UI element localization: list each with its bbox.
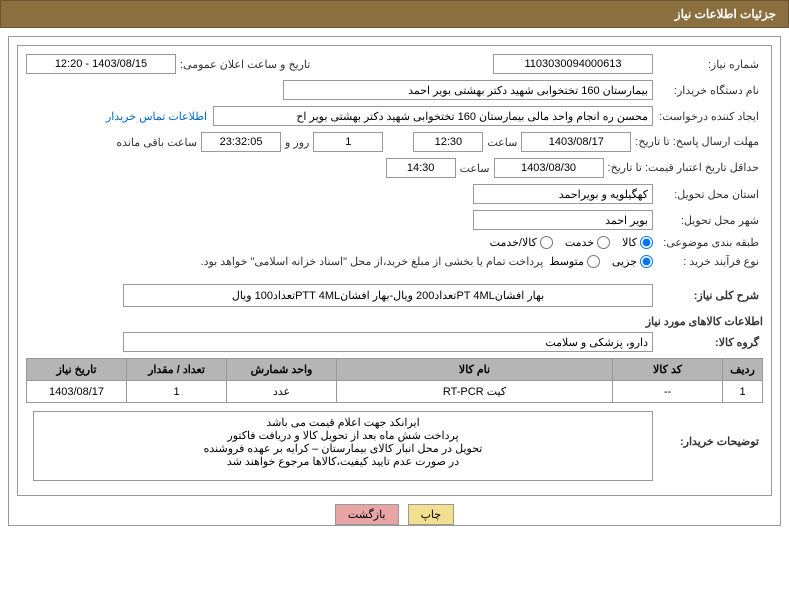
page-title: جزئیات اطلاعات نیاز bbox=[675, 7, 776, 21]
section-goods-info: اطلاعات کالاهای مورد نیاز bbox=[26, 315, 763, 328]
row-requester: ایجاد کننده درخواست: اطلاعات تماس خریدار bbox=[26, 106, 763, 126]
th-4: تعداد / مقدار bbox=[127, 359, 227, 381]
th-5: تاریخ نیاز bbox=[27, 359, 127, 381]
label-deadline-time: ساعت bbox=[483, 136, 521, 149]
print-button[interactable]: چاپ bbox=[408, 504, 455, 525]
label-category: طبقه بندی موضوعی: bbox=[653, 236, 763, 249]
td-0-2: کیت RT-PCR bbox=[337, 381, 613, 403]
input-need-number[interactable] bbox=[493, 54, 653, 74]
label-province: استان محل تحویل: bbox=[653, 188, 763, 201]
input-deadline-days[interactable] bbox=[313, 132, 383, 152]
th-2: نام کالا bbox=[337, 359, 613, 381]
input-deadline-date[interactable] bbox=[521, 132, 631, 152]
label-overall-desc: شرح کلی نیاز: bbox=[653, 289, 763, 302]
row-goods-group: گروه کالا: bbox=[26, 332, 763, 352]
textarea-buyer-notes[interactable]: ایرانکد جهت اعلام قیمت می باشد پرداخت شش… bbox=[33, 411, 653, 481]
label-city: شهر محل تحویل: bbox=[653, 214, 763, 227]
radio-cat-0[interactable]: کالا bbox=[622, 236, 653, 249]
td-0-3: عدد bbox=[227, 381, 337, 403]
label-remaining: ساعت باقی مانده bbox=[112, 136, 201, 149]
table-row: 1 -- کیت RT-PCR عدد 1 1403/08/17 bbox=[27, 381, 763, 403]
button-row: چاپ بازگشت bbox=[9, 504, 780, 525]
row-province: استان محل تحویل: bbox=[26, 184, 763, 204]
row-process: نوع فرآیند خرید : جزیی متوسط پرداخت تمام… bbox=[26, 255, 763, 268]
input-remaining-time[interactable] bbox=[201, 132, 281, 152]
input-validity-time[interactable] bbox=[386, 158, 456, 178]
label-goods-group: گروه کالا: bbox=[653, 336, 763, 349]
input-requester[interactable] bbox=[213, 106, 653, 126]
row-city: شهر محل تحویل: bbox=[26, 210, 763, 230]
table-header-row: ردیف کد کالا نام کالا واحد شمارش تعداد /… bbox=[27, 359, 763, 381]
radio-cat-1[interactable]: خدمت bbox=[565, 236, 610, 249]
td-0-0: 1 bbox=[723, 381, 763, 403]
row-buyer-org: نام دستگاه خریدار: bbox=[26, 80, 763, 100]
td-0-4: 1 bbox=[127, 381, 227, 403]
row-validity: حداقل تاریخ اعتبار قیمت: تا تاریخ: ساعت bbox=[26, 158, 763, 178]
back-button[interactable]: بازگشت bbox=[335, 504, 399, 525]
input-announce-dt[interactable] bbox=[26, 54, 176, 74]
row-category: طبقه بندی موضوعی: کالا خدمت کالا/خدمت bbox=[26, 236, 763, 249]
goods-table: ردیف کد کالا نام کالا واحد شمارش تعداد /… bbox=[26, 358, 763, 403]
outer-panel: شماره نیاز: تاریخ و ساعت اعلان عمومی: نا… bbox=[8, 36, 781, 526]
form-panel: شماره نیاز: تاریخ و ساعت اعلان عمومی: نا… bbox=[17, 45, 772, 496]
label-requester: ایجاد کننده درخواست: bbox=[653, 110, 763, 123]
radio-group-process: جزیی متوسط bbox=[549, 255, 653, 268]
input-goods-group[interactable] bbox=[123, 332, 653, 352]
row-buyer-notes: توضیحات خریدار: ایرانکد جهت اعلام قیمت م… bbox=[26, 411, 763, 481]
label-validity: حداقل تاریخ اعتبار قیمت: تا تاریخ: bbox=[604, 161, 763, 175]
th-1: کد کالا bbox=[613, 359, 723, 381]
process-note: پرداخت تمام یا بخشی از مبلغ خرید،از محل … bbox=[201, 255, 550, 268]
label-buyer-org: نام دستگاه خریدار: bbox=[653, 84, 763, 97]
label-deadline: مهلت ارسال پاسخ: تا تاریخ: bbox=[631, 135, 763, 149]
input-validity-date[interactable] bbox=[494, 158, 604, 178]
radio-proc-0[interactable]: جزیی bbox=[612, 255, 653, 268]
page-title-bar: جزئیات اطلاعات نیاز bbox=[0, 0, 789, 28]
label-announce-dt: تاریخ و ساعت اعلان عمومی: bbox=[176, 58, 314, 71]
radio-cat-2[interactable]: کالا/خدمت bbox=[490, 236, 553, 249]
label-buyer-notes: توضیحات خریدار: bbox=[653, 411, 763, 448]
td-0-5: 1403/08/17 bbox=[27, 381, 127, 403]
row-need-number: شماره نیاز: تاریخ و ساعت اعلان عمومی: bbox=[26, 54, 763, 74]
input-province[interactable] bbox=[473, 184, 653, 204]
row-overall-desc: شرح کلی نیاز: بهار افشانPT 4MLتعداد200 و… bbox=[26, 284, 763, 307]
link-buyer-contact[interactable]: اطلاعات تماس خریدار bbox=[100, 110, 213, 123]
textarea-overall-desc[interactable]: بهار افشانPT 4MLتعداد200 ویال-بهار افشان… bbox=[123, 284, 653, 307]
input-buyer-org[interactable] bbox=[283, 80, 653, 100]
label-process: نوع فرآیند خرید : bbox=[653, 255, 763, 268]
th-0: ردیف bbox=[723, 359, 763, 381]
label-need-number: شماره نیاز: bbox=[653, 58, 763, 71]
radio-proc-1[interactable]: متوسط bbox=[549, 255, 600, 268]
th-3: واحد شمارش bbox=[227, 359, 337, 381]
td-0-1: -- bbox=[613, 381, 723, 403]
label-validity-time: ساعت bbox=[456, 162, 494, 175]
radio-group-category: کالا خدمت کالا/خدمت bbox=[490, 236, 653, 249]
row-deadline: مهلت ارسال پاسخ: تا تاریخ: ساعت روز و سا… bbox=[26, 132, 763, 152]
input-deadline-time[interactable] bbox=[413, 132, 483, 152]
input-city[interactable] bbox=[473, 210, 653, 230]
label-day-and: روز و bbox=[281, 136, 313, 149]
